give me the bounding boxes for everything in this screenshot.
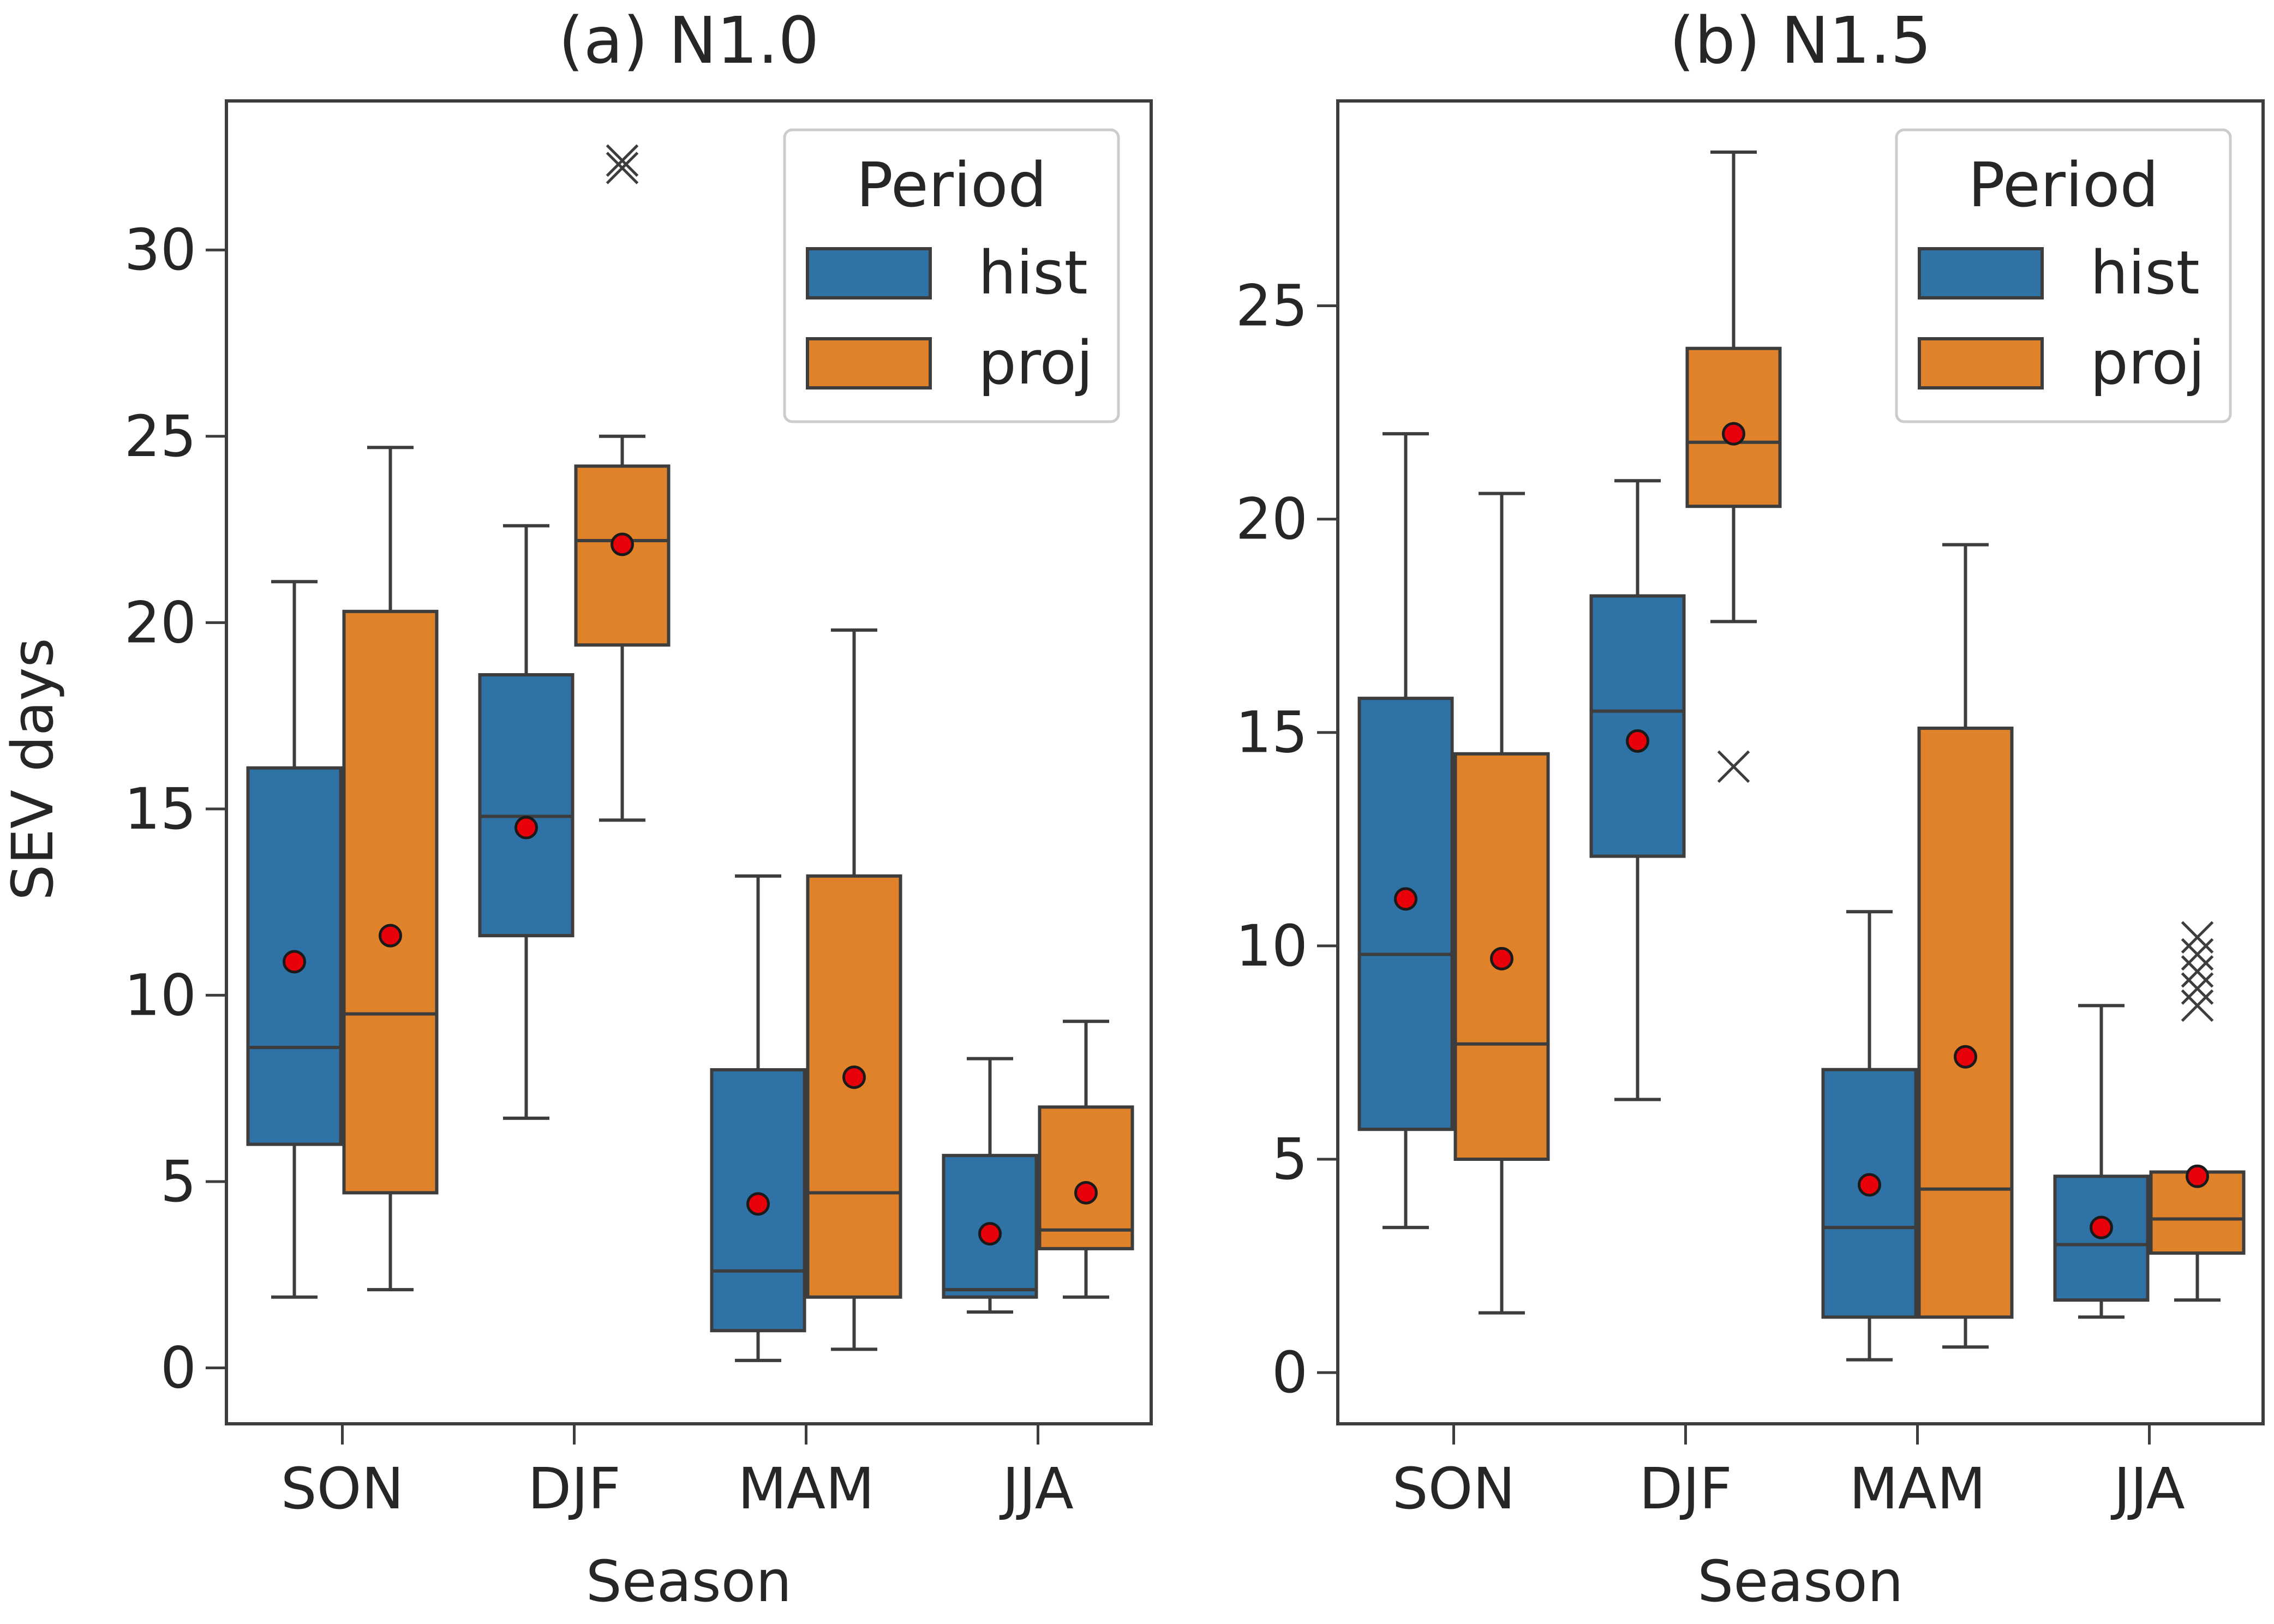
x-tick-label: SON — [1392, 1455, 1516, 1522]
mean-marker — [379, 924, 402, 948]
outlier-stroke — [2181, 921, 2214, 954]
legend-swatch-proj — [806, 337, 932, 389]
mean-marker — [1074, 1180, 1098, 1204]
mean-marker — [1490, 946, 1513, 970]
outlier-stroke — [1717, 750, 1750, 783]
chart-title: (a) N1.0 — [559, 3, 819, 78]
outlier-marker — [606, 152, 639, 184]
y-tick-label: 5 — [1272, 1126, 1308, 1192]
legend-swatch-proj — [1918, 337, 2044, 389]
mean-marker — [514, 816, 538, 840]
y-tick-label: 5 — [160, 1148, 196, 1215]
outlier-stroke — [2181, 989, 2214, 1022]
box-hist-djf — [1589, 594, 1686, 858]
legend-title: Period — [1968, 150, 2158, 221]
x-tick-label: JJA — [2110, 1455, 2185, 1522]
outlier-stroke — [2181, 972, 2214, 1005]
x-tick-label: DJF — [1639, 1455, 1732, 1522]
y-tick-label: 25 — [124, 403, 196, 470]
y-tick-label: 15 — [124, 776, 196, 842]
box-hist-jja — [2053, 1174, 2150, 1302]
y-tick-label: 10 — [124, 962, 196, 1028]
y-tick-label: 20 — [124, 589, 196, 656]
legend: Period hist proj — [1895, 128, 2232, 423]
legend-title: Period — [856, 150, 1046, 221]
chart-panel-b: (b) N1.5 0 5 10 15 20 25 SON DJF MAM JJA Season Peri… — [1236, 3, 2265, 1615]
y-tick-label: 0 — [1272, 1339, 1308, 1406]
y-tick-label: 15 — [1236, 699, 1308, 766]
outlier-stroke — [606, 152, 639, 184]
mean-marker — [283, 950, 306, 974]
y-tick-label: 20 — [1236, 486, 1308, 553]
x-axis-label: Season — [586, 1548, 792, 1615]
outlier-stroke — [606, 144, 639, 177]
legend-swatch-hist — [1918, 247, 2044, 299]
box-proj-son — [342, 609, 439, 1195]
mean-marker — [1722, 422, 1745, 446]
outlier-stroke — [2181, 938, 2214, 971]
legend-label-proj: proj — [978, 328, 1093, 398]
axes-frame — [1336, 99, 2265, 1425]
x-tick-label: JJA — [999, 1455, 1074, 1522]
x-axis-label: Season — [1697, 1548, 1903, 1615]
mean-marker — [1858, 1173, 1881, 1197]
outlier-marker — [2181, 989, 2214, 1022]
mean-marker — [1954, 1045, 1977, 1069]
mean-marker — [611, 532, 634, 556]
mean-marker — [978, 1222, 1002, 1246]
y-tick-label: 25 — [1236, 272, 1308, 339]
chart-title: (b) N1.5 — [1669, 3, 1931, 78]
mean-marker — [2186, 1164, 2209, 1188]
mean-marker — [746, 1192, 770, 1216]
legend-swatch-hist — [806, 247, 932, 299]
outlier-stroke — [2181, 955, 2214, 988]
box-proj-mam — [1917, 726, 2014, 1319]
mean-marker — [1394, 887, 1417, 911]
outlier-marker — [606, 144, 639, 177]
x-tick-label: DJF — [528, 1455, 621, 1522]
x-tick-label: SON — [281, 1455, 404, 1522]
outlier-marker — [2181, 938, 2214, 971]
x-tick-label: MAM — [1849, 1455, 1986, 1522]
mean-marker — [2090, 1215, 2113, 1239]
chart-panel-a: (a) N1.0 0 5 10 15 20 25 30 SON DJF MAM JJA Season Pe… — [124, 3, 1153, 1615]
y-tick-label: 0 — [160, 1335, 196, 1401]
outlier-marker — [1717, 750, 1750, 783]
y-axis-label: SEV days — [0, 638, 66, 900]
outlier-marker — [2181, 972, 2214, 1005]
outlier-marker — [2181, 921, 2214, 954]
mean-marker — [1626, 729, 1649, 753]
legend-label-hist: hist — [2090, 238, 2200, 308]
outlier-marker — [2181, 955, 2214, 988]
box-proj-jja — [1038, 1105, 1134, 1250]
y-tick-label: 30 — [124, 217, 196, 283]
x-tick-label: MAM — [738, 1455, 875, 1522]
mean-marker — [842, 1065, 866, 1089]
box-hist-son — [1357, 697, 1454, 1131]
axes-frame — [225, 99, 1153, 1425]
box-hist-djf — [478, 673, 575, 938]
legend-label-hist: hist — [978, 238, 1088, 308]
y-tick-label: 10 — [1236, 913, 1308, 979]
legend: Period hist proj — [783, 128, 1120, 423]
legend-label-proj: proj — [2090, 328, 2205, 398]
